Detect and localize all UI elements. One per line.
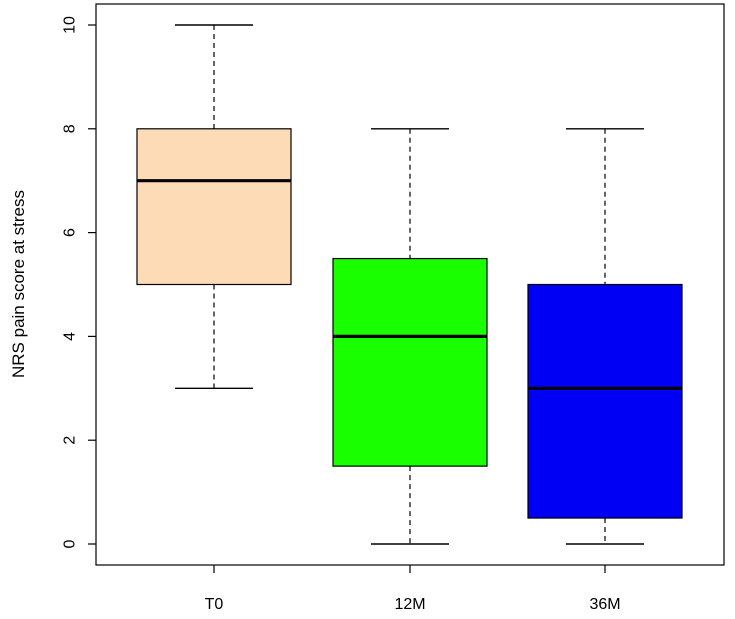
- box-t0: [136, 24, 292, 389]
- x-tick-label: 36M: [589, 596, 620, 613]
- y-tick-label: 4: [62, 332, 79, 341]
- x-axis: T0 12M 36M: [205, 565, 621, 613]
- box-12m: [332, 128, 488, 545]
- y-tick-label: 0: [62, 539, 79, 548]
- y-tick-label: 8: [62, 124, 79, 133]
- y-axis: 0 2 4 6 8 10: [62, 16, 96, 548]
- x-tick-label: T0: [205, 596, 224, 613]
- iqr-box: [136, 128, 292, 286]
- y-tick-label: 10: [62, 16, 79, 34]
- iqr-box: [527, 283, 683, 519]
- y-tick-label: 2: [62, 436, 79, 445]
- x-tick-label: 12M: [394, 596, 425, 613]
- y-tick-label: 6: [62, 228, 79, 237]
- y-axis-label: NRS pain score at stress: [9, 190, 28, 378]
- iqr-box: [332, 257, 488, 467]
- boxes: [136, 24, 683, 545]
- box-36m: [527, 128, 683, 545]
